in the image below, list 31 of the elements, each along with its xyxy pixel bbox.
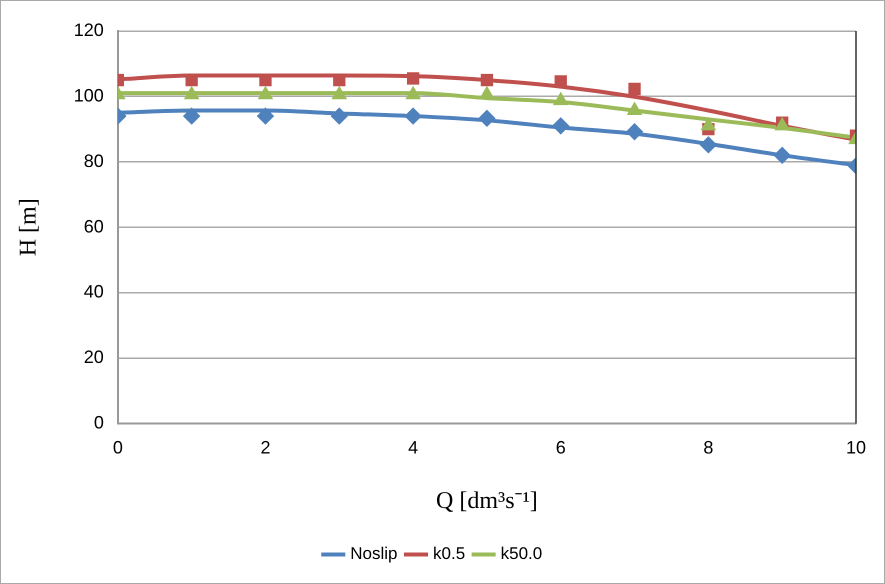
legend-label: k0.5: [433, 544, 466, 564]
point: [552, 117, 570, 134]
y-tick-label: 40: [84, 282, 104, 302]
y-tick-label: 120: [74, 20, 104, 40]
legend-label: Noslip: [350, 544, 398, 564]
x-tick-label: 0: [112, 437, 123, 458]
point: [183, 108, 200, 125]
y-tick-label: 80: [84, 150, 104, 171]
x-tick-label: 2: [260, 437, 270, 458]
point: [700, 136, 717, 154]
point: [480, 74, 494, 86]
x-tick-label: 8: [703, 437, 714, 458]
legend-label: k50.0: [500, 544, 542, 564]
point: [628, 82, 641, 96]
x-tick-label: 6: [556, 437, 566, 458]
point: [774, 146, 791, 164]
point: [404, 108, 422, 125]
y-tick-label: 20: [84, 347, 104, 368]
point: [406, 72, 420, 85]
y-axis-title: H [m]: [16, 198, 42, 256]
point: [626, 123, 644, 140]
y-tick-label: 100: [74, 85, 104, 106]
y-tick-label: 0: [94, 412, 104, 433]
point: [478, 110, 496, 127]
point: [185, 74, 198, 86]
x-axis-title: Q [dm³s⁻¹]: [436, 488, 538, 514]
point: [256, 108, 274, 125]
y-tick-label: 60: [84, 216, 104, 236]
x-tick-label: 4: [408, 437, 418, 458]
x-tick-label: 10: [846, 437, 866, 458]
point: [330, 108, 348, 125]
